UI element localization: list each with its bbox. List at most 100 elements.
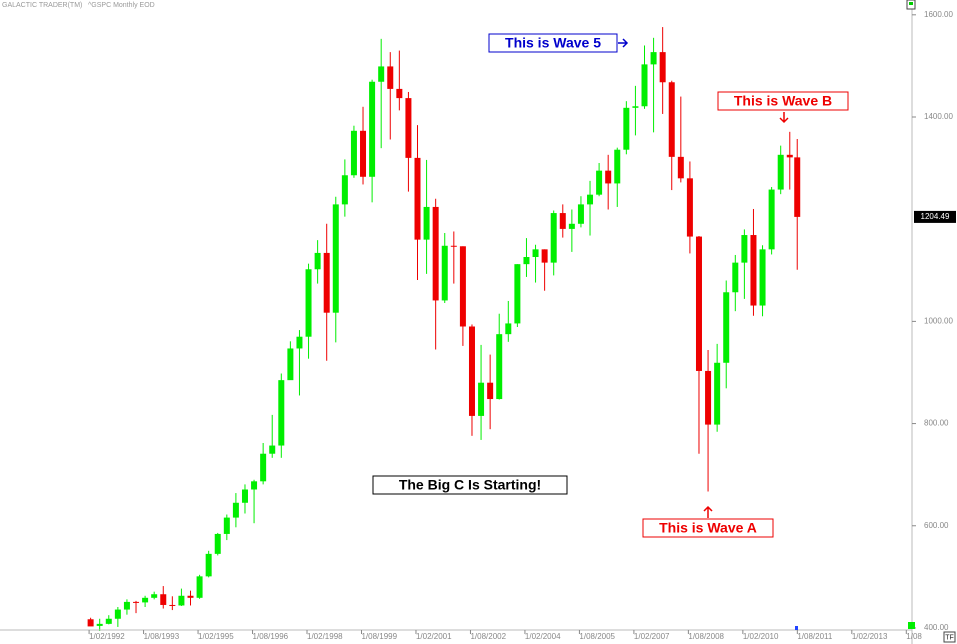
candle-body [559, 213, 566, 229]
x-tick-label: 1/02/1998 [307, 632, 343, 641]
candle-body [396, 88, 403, 99]
candle-body [414, 157, 421, 240]
candle-body [269, 445, 276, 454]
corner-icon-fill [909, 2, 913, 5]
annotation-arrow [779, 112, 789, 124]
candle-body [305, 269, 312, 337]
candle-body [432, 206, 439, 301]
candle-body [487, 382, 494, 400]
candle-body [205, 553, 212, 577]
candle-body [241, 489, 248, 503]
candle-body [178, 595, 185, 606]
tf-button-label: TF [945, 634, 954, 641]
candle-body [123, 601, 130, 610]
y-axis-strip [912, 0, 957, 644]
candle-body [450, 245, 457, 247]
candle-body [768, 189, 775, 250]
candle-body [387, 66, 394, 89]
candle-body [641, 64, 648, 107]
candle-body [750, 235, 757, 306]
annotation-box [717, 91, 849, 111]
x-tick-label: 1/02/1992 [89, 632, 125, 641]
candle-body [405, 98, 412, 158]
tf-button[interactable] [943, 631, 956, 643]
candle-body [686, 178, 693, 237]
candle-body [214, 533, 221, 554]
last-price-label: 1204.49 [921, 212, 950, 221]
candle-body [523, 257, 530, 265]
candle-body [714, 362, 721, 425]
x-tick-label: 1/08/1993 [144, 632, 180, 641]
candle-body [677, 156, 684, 179]
scroll-marker [795, 626, 798, 630]
candle-body [723, 292, 730, 363]
candle-body [777, 154, 784, 190]
candle-body [541, 249, 548, 263]
subtitle: ^GSPC Monthly EOD [88, 2, 155, 9]
candle-body [323, 252, 330, 313]
candle-body [232, 502, 239, 518]
candle-body [251, 481, 258, 490]
candle-body [623, 107, 630, 150]
candle-body [87, 619, 94, 627]
annotation-box [488, 33, 618, 53]
annotation: This is Wave B [734, 93, 832, 109]
candle-body [732, 262, 739, 293]
x-tick-label: 1/02/2010 [743, 632, 779, 641]
candle-body [505, 323, 512, 335]
x-tick-label: 1/08/2008 [688, 632, 724, 641]
candle-body [350, 130, 357, 176]
x-tick-label: 1/08/2005 [579, 632, 615, 641]
candle-body [577, 204, 584, 224]
candle-body [287, 348, 294, 381]
candle-body [587, 194, 594, 205]
candle-body [659, 52, 666, 83]
last-price-box [914, 210, 956, 223]
candle-body [459, 246, 466, 327]
y-tick-label: 600.00 [924, 521, 949, 530]
x-tick-label: 1/08/2011 [797, 632, 833, 641]
candle-body [596, 170, 603, 195]
candle-body [695, 236, 702, 371]
candle-body [741, 235, 748, 263]
candle-body [314, 252, 321, 270]
candle-body [187, 595, 194, 598]
candle-body [378, 66, 385, 82]
candle-body [794, 157, 801, 217]
candle-body [478, 382, 485, 416]
candle-body [632, 106, 639, 108]
candle-body [133, 601, 140, 603]
x-tick-label: 1/08/2002 [470, 632, 506, 641]
app-name: GALACTIC TRADER(TM) [2, 2, 82, 9]
annotation: This is Wave 5 [505, 35, 601, 51]
candle-body [786, 154, 793, 158]
candle-body [360, 130, 367, 177]
annotation: This is Wave A [659, 520, 757, 536]
candle-body [278, 380, 285, 446]
green-marker [908, 622, 915, 629]
candle-body [441, 245, 448, 301]
candle-body [705, 370, 712, 425]
candle-body [532, 249, 539, 258]
candle-body [341, 175, 348, 205]
x-tick-label: 1/02/2004 [525, 632, 561, 641]
annotation: The Big C Is Starting! [399, 477, 541, 493]
axes: 400.00 600.00 800.00 1000.00 1400.00 1600.00 1… [88, 10, 956, 641]
annotation-box [372, 475, 568, 495]
candle-body [369, 81, 376, 177]
y-tick-label: 1400.00 [924, 112, 953, 121]
candle-body [550, 213, 557, 263]
x-tick-label: 1/02/1995 [198, 632, 234, 641]
candle-body [96, 623, 103, 626]
candle-body [151, 594, 158, 598]
y-tick-label: 800.00 [924, 419, 949, 428]
candle-body [160, 594, 167, 605]
candle-body [514, 264, 521, 324]
candle-body [169, 604, 176, 606]
candle-body [332, 204, 339, 313]
x-tick-label: 1/08 [906, 632, 922, 641]
annotation-arrow [618, 38, 629, 48]
x-tick-label: 1/02/2007 [634, 632, 670, 641]
candle-body [468, 326, 475, 416]
